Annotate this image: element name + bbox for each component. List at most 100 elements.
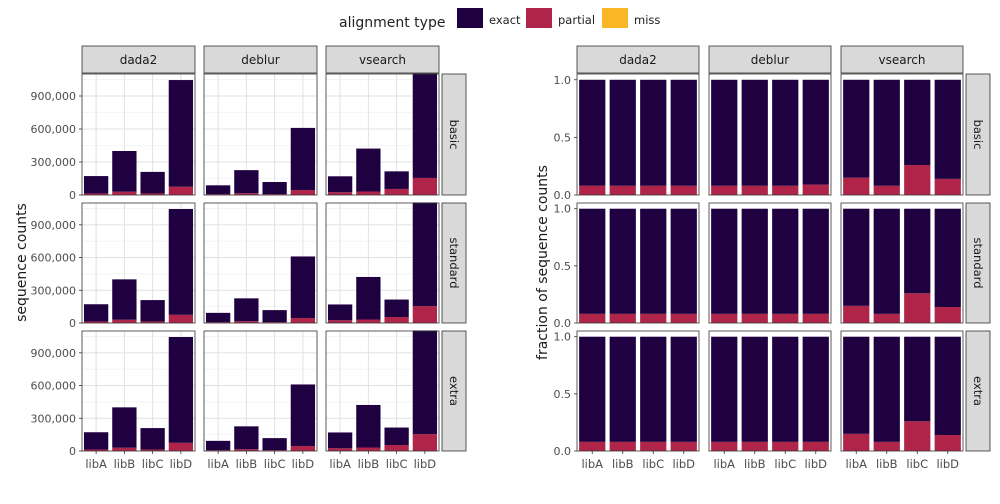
- bar-exact-libB: [234, 170, 259, 194]
- panel-border: [576, 73, 700, 196]
- bar-partial-libB: [356, 319, 381, 323]
- x-tick-label-libB: libB: [876, 457, 898, 471]
- legend-label-partial: partial: [558, 13, 595, 27]
- panel-border: [576, 202, 700, 324]
- bar-partial-libC: [640, 313, 667, 323]
- bar-partial-libD: [168, 442, 194, 451]
- bar-partial-libC: [640, 185, 667, 195]
- panel-vsearch-standard: [840, 202, 964, 324]
- panel-border: [325, 202, 440, 324]
- bar-partial-libD: [934, 178, 961, 195]
- bar-exact-libA: [83, 176, 109, 194]
- bar-partial-libA: [579, 441, 606, 451]
- panel-deblur-basic: [203, 73, 318, 196]
- bar-partial-libC: [772, 185, 799, 195]
- bar-partial-libD: [290, 190, 316, 195]
- bar-exact-libD: [168, 337, 194, 443]
- x-tick-label-libD: libD: [804, 457, 827, 471]
- bar-partial-libC: [384, 188, 409, 195]
- bar-exact-libA: [327, 304, 353, 321]
- bar-exact-libC: [640, 79, 667, 186]
- bar-partial-libC: [262, 322, 287, 323]
- bar-exact-libD: [670, 336, 697, 442]
- y-tick-label: 1.0: [554, 331, 572, 344]
- bar-exact-libB: [741, 336, 768, 442]
- x-tick-label-libB: libB: [744, 457, 766, 471]
- panel-dada2-standard: 0 300,000 600,000 900,000: [31, 202, 196, 330]
- panel-dada2-basic: 0.0 0.5 1.0: [554, 73, 700, 202]
- x-tick-label-libB: libB: [114, 457, 136, 471]
- panel-vsearch-basic: [325, 73, 440, 196]
- bar-exact-libB: [609, 79, 636, 186]
- x-tick-label-libC: libC: [264, 457, 286, 471]
- x-tick-label-libA: libA: [207, 457, 229, 471]
- x-tick-label-libA: libA: [581, 457, 603, 471]
- bar-exact-libB: [873, 79, 900, 186]
- bar-exact-libD: [290, 127, 316, 191]
- bar-partial-libA: [83, 449, 109, 451]
- legend: alignment type exact partial miss: [339, 8, 660, 31]
- bar-exact-libC: [140, 300, 165, 322]
- bar-exact-libC: [772, 208, 799, 314]
- bar-exact-libD: [802, 208, 829, 314]
- bar-exact-libD: [670, 79, 697, 186]
- y-tick-label: 0.5: [554, 131, 572, 144]
- panel-dada2-extra: 0 300,000 600,000 900,000 libA libB libC libD: [31, 330, 196, 471]
- bar-partial-libD: [802, 313, 829, 323]
- bar-exact-libD: [934, 336, 961, 435]
- bar-partial-libA: [579, 185, 606, 195]
- bar-partial-libB: [741, 185, 768, 195]
- x-tick-label-libC: libC: [642, 457, 664, 471]
- facet-label-basic: basic: [971, 120, 985, 150]
- x-tick-label-libA: libA: [845, 457, 867, 471]
- bar-partial-libA: [327, 192, 353, 195]
- bar-exact-libA: [205, 312, 231, 323]
- bar-exact-libD: [412, 330, 438, 435]
- bar-partial-libB: [112, 319, 137, 323]
- bar-exact-libD: [412, 73, 438, 178]
- bar-partial-libD: [934, 435, 961, 451]
- x-tick-label-libB: libB: [612, 457, 634, 471]
- facet-label-vsearch: vsearch: [359, 53, 406, 67]
- x-tick-label-libD: libD: [936, 457, 959, 471]
- facet-label-deblur: deblur: [241, 53, 280, 67]
- x-tick-label-libD: libD: [170, 457, 193, 471]
- y-tick-label: 600,000: [31, 252, 77, 265]
- bar-partial-libB: [112, 191, 137, 195]
- bar-partial-libD: [670, 441, 697, 451]
- bar-partial-libC: [140, 193, 165, 195]
- bar-partial-libB: [234, 321, 259, 323]
- x-tick-label-libD: libD: [672, 457, 695, 471]
- bar-partial-libD: [412, 306, 438, 323]
- bar-exact-libC: [904, 208, 931, 294]
- bar-partial-libD: [412, 434, 438, 451]
- facet-strip-standard: [965, 202, 991, 324]
- panel-border: [203, 73, 318, 196]
- y-tick-label: 300,000: [31, 156, 77, 169]
- bar-exact-libB: [356, 404, 381, 448]
- panel-border: [325, 330, 440, 452]
- x-tick-label-libB: libB: [236, 457, 258, 471]
- bar-partial-libC: [140, 449, 165, 451]
- bar-partial-libB: [356, 191, 381, 195]
- bar-exact-libB: [741, 79, 768, 186]
- y-tick-label: 1.0: [554, 203, 572, 216]
- y-axis-title: sequence counts: [14, 203, 30, 322]
- bar-partial-libB: [873, 441, 900, 451]
- facet-label-extra: extra: [971, 376, 985, 406]
- legend-label-miss: miss: [634, 13, 660, 27]
- bar-exact-libA: [711, 79, 738, 186]
- bar-partial-libB: [234, 193, 259, 195]
- y-tick-label: 0.0: [554, 445, 572, 458]
- x-tick-label-libA: libA: [329, 457, 351, 471]
- bar-exact-libA: [83, 304, 109, 322]
- bar-partial-libD: [412, 177, 438, 195]
- bar-partial-libC: [904, 421, 931, 451]
- x-tick-label-libA: libA: [713, 457, 735, 471]
- facet-strip-deblur: [708, 45, 832, 74]
- bar-exact-libA: [711, 336, 738, 442]
- bar-partial-libD: [290, 446, 316, 451]
- bar-exact-libD: [168, 209, 194, 315]
- bar-exact-libC: [262, 310, 287, 323]
- bar-exact-libC: [772, 336, 799, 442]
